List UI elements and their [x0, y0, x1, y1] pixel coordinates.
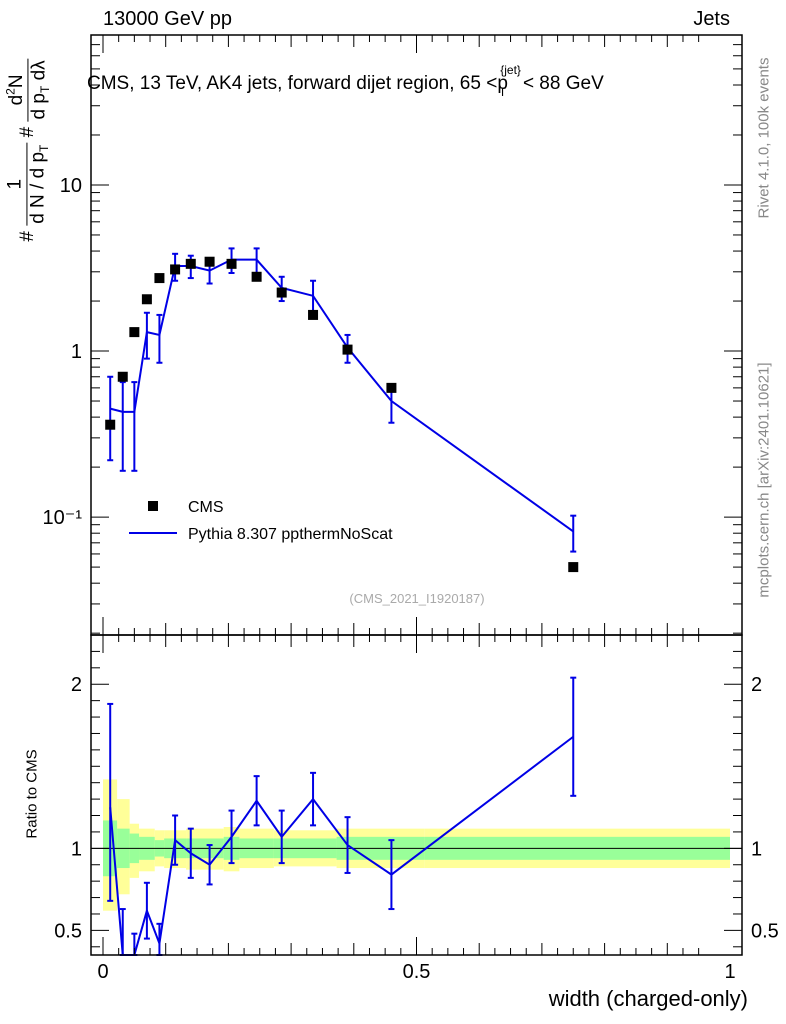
x-tick-label: 0.5 [403, 961, 431, 983]
ratio-y-tick-label-left: 2 [71, 674, 82, 696]
ratio-y-tick-label-right: 1 [751, 838, 762, 860]
ratio-y-axis-label: Ratio to CMS [23, 749, 41, 839]
y-fraction-2: d2N d pT dλ [3, 58, 53, 122]
axis-ticks [91, 34, 742, 955]
data-point-cms [226, 258, 237, 269]
data-point-cms [308, 309, 319, 320]
x-tick-label: 0 [97, 961, 108, 983]
axes-frame [90, 34, 743, 956]
y-frac1-num: 1 [4, 142, 28, 226]
data-point-cms [276, 287, 287, 298]
header-category: Jets [693, 8, 730, 30]
mc-error-bars [107, 247, 577, 553]
chart-title-sup: {jet} [500, 63, 521, 77]
main-y-tick-label: 10⁻¹ [43, 507, 83, 529]
y-frac2-den: d pT dλ [28, 60, 53, 120]
ratio-y-tick-label-right: 2 [751, 674, 762, 696]
y-frac2-num: d2N [3, 58, 29, 122]
mc-line-group [109, 258, 574, 533]
legend-label-cms: CMS [188, 499, 224, 516]
x-axis-label: width (charged-only) [548, 986, 748, 1011]
chart-title-end: < 88 GeV [523, 73, 604, 94]
data-markers [105, 256, 579, 573]
y-fraction-1: 1 d N / d pT [4, 142, 52, 226]
mc-line [109, 258, 574, 533]
data-point-cms [105, 419, 116, 430]
y-frac1-den: d N / d pT [27, 144, 52, 224]
main-y-tick-label: 1 [71, 341, 82, 363]
chart-title-main: CMS, 13 TeV, AK4 jets, forward dijet reg… [87, 73, 508, 94]
ratio-y-tick-label-left: 1 [71, 838, 82, 860]
legend-marker-cms [148, 501, 158, 511]
mcplots-label: mcplots.cern.ch [arXiv:2401.10621] [755, 362, 773, 598]
rivet-version-label: Rivet 4.1.0, 100k events [755, 57, 773, 219]
ratio-y-tick-label-left: 0.5 [54, 920, 82, 942]
y-hash-1: # [17, 231, 39, 242]
header-process: 13000 GeV pp [103, 8, 232, 30]
tick-labels: 10⁻¹ 1 10 0.5 0.5 1 1 2 2 0 0.5 1 [43, 175, 779, 983]
data-point-cms [386, 382, 397, 393]
data-point-cms [154, 273, 165, 284]
data-point-cms [568, 562, 579, 573]
ratio-frame [90, 634, 743, 956]
y-hash-2: # [17, 126, 39, 138]
legend-label-mc: Pythia 8.307 ppthermNoScat [188, 526, 393, 543]
data-point-cms [251, 271, 262, 282]
data-point-cms [170, 264, 181, 275]
ratio-y-tick-label-right: 0.5 [751, 920, 779, 942]
data-point-cms [129, 327, 140, 338]
x-tick-label: 1 [724, 961, 735, 983]
main-y-axis-label: # 1 d N / d pT # d2N d pT dλ [3, 58, 53, 242]
data-point-cms [204, 256, 215, 267]
main-frame [90, 34, 743, 636]
ratio-line-group [107, 676, 577, 956]
chart-title: CMS, 13 TeV, AK4 jets, forward dijet reg… [87, 63, 604, 99]
data-point-cms [141, 294, 152, 305]
data-point-cms [117, 371, 128, 382]
analysis-watermark: (CMS_2021_I1920187) [349, 591, 484, 606]
data-point-cms [185, 258, 196, 269]
chart-title-sub: T [499, 85, 507, 99]
main-y-tick-label: 10 [60, 175, 82, 197]
ratio-bands [103, 779, 730, 911]
data-point-cms [342, 344, 353, 355]
legend: CMS Pythia 8.307 ppthermNoScat [129, 499, 393, 543]
